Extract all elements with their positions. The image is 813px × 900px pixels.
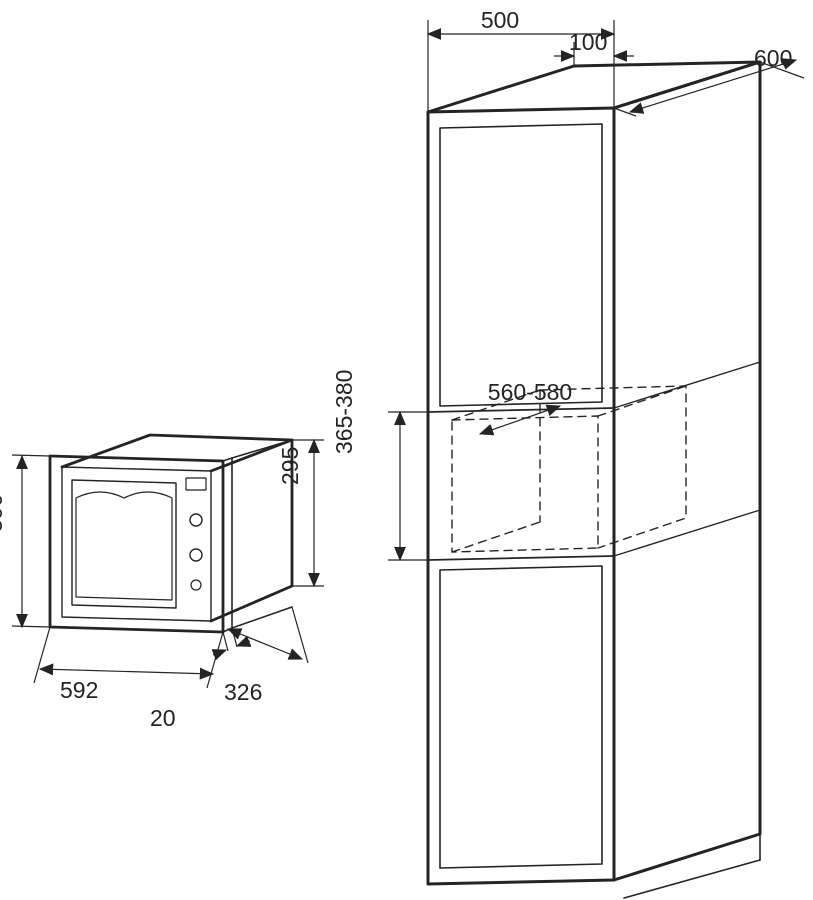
dim-295: 295 bbox=[277, 447, 303, 485]
cabinet-unit bbox=[428, 62, 760, 898]
appliance-dimension-labels: 390 295 592 326 20 bbox=[0, 447, 303, 731]
dim-600: 600 bbox=[754, 45, 792, 71]
dim-592: 592 bbox=[60, 677, 98, 703]
dimension-drawing: 390 295 592 326 20 bbox=[0, 0, 813, 900]
cabinet-dimensions bbox=[388, 20, 804, 560]
dim-20: 20 bbox=[150, 705, 176, 731]
dim-100: 100 bbox=[569, 29, 607, 55]
dim-365-380: 365-380 bbox=[331, 370, 357, 454]
dim-560-580: 560-580 bbox=[488, 379, 572, 405]
appliance-unit bbox=[50, 435, 292, 632]
dim-326: 326 bbox=[224, 679, 262, 705]
dim-390: 390 bbox=[0, 494, 7, 532]
dim-500: 500 bbox=[481, 7, 519, 33]
